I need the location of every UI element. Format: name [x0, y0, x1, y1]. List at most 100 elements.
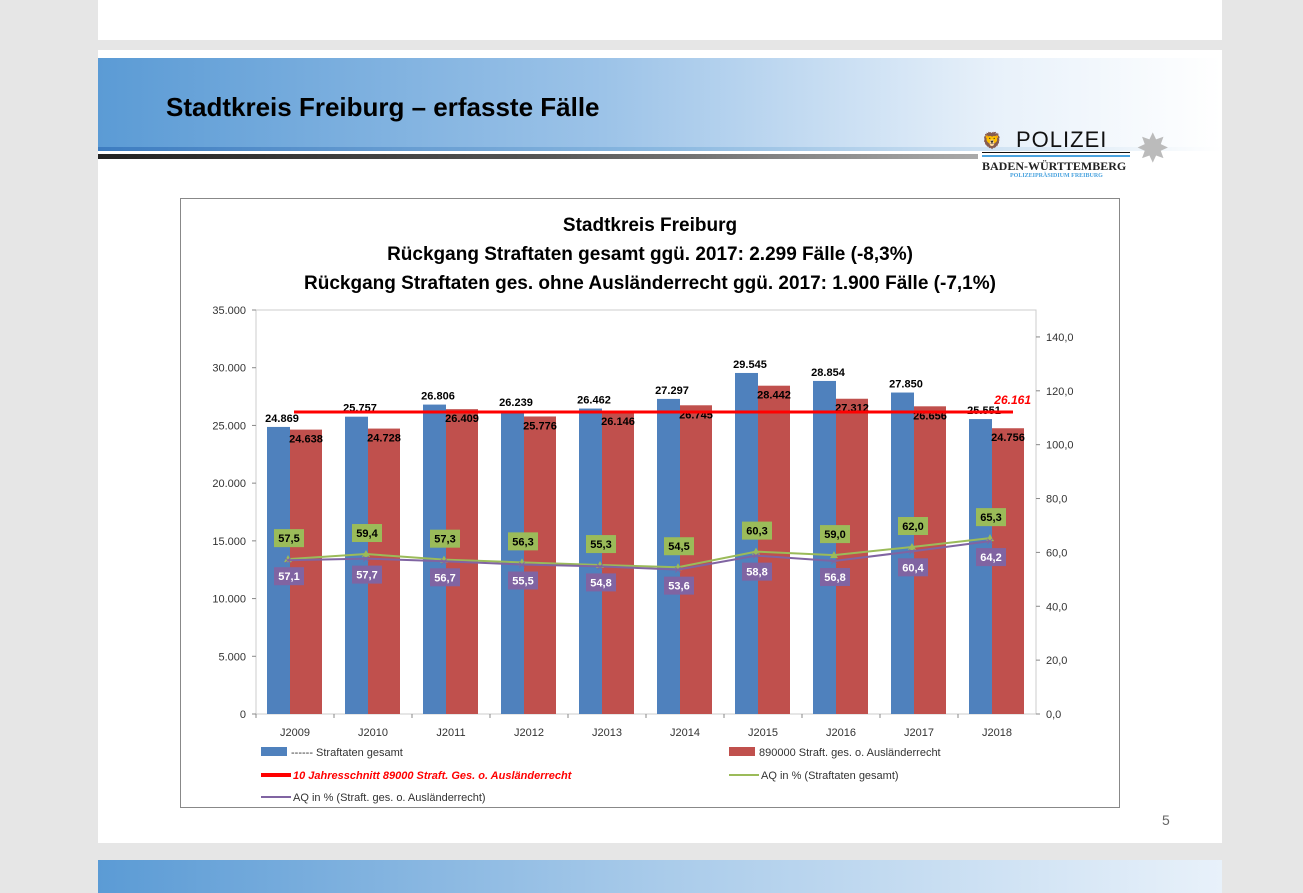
aq-gesamt-label-box [508, 532, 538, 551]
right-tick-label: 80,0 [1046, 494, 1067, 506]
bar-label-gesamt: 29.545 [733, 359, 767, 371]
bar-label-gesamt: 24.869 [265, 413, 299, 425]
divider [982, 155, 1130, 157]
aq-ohne-label-box [820, 568, 850, 587]
x-tick-label: J2017 [904, 727, 934, 739]
bar-label-gesamt: 26.462 [577, 395, 611, 407]
aq-ohne-label-box [742, 562, 772, 581]
aq-ohne-label: 56,7 [434, 572, 455, 584]
aq-ohne-marker: ✕ [596, 562, 604, 573]
left-tick-label: 15.000 [212, 536, 246, 548]
aq-gesamt-label: 57,5 [278, 533, 299, 545]
legend-swatch [729, 747, 755, 756]
aq-gesamt-label-box [664, 537, 694, 556]
bar-straftaten-gesamt [345, 416, 368, 714]
legend-label: AQ in % (Straft. ges. o. Ausländerrecht) [293, 792, 486, 804]
logo-unit: POLIZEIPRÄSIDIUM FREIBURG [1010, 173, 1103, 179]
right-tick-label: 120,0 [1046, 386, 1074, 398]
aq-ohne-label: 53,6 [668, 581, 689, 593]
aq-ohne-marker: ✕ [752, 552, 760, 563]
police-star-icon: ✸ [1136, 127, 1170, 171]
legend-label: 10 Jahresschnitt 89000 Straft. Ges. o. A… [293, 770, 573, 782]
left-tick-label: 5.000 [218, 651, 246, 663]
aq-ohne-line [287, 540, 991, 571]
bar-label-ohne: 24.728 [367, 433, 401, 445]
bar-ohne-auslaenderrecht [602, 412, 634, 714]
ten-year-average-label: 26.161 [993, 393, 1031, 407]
x-tick-label: J2014 [670, 727, 700, 739]
aq-ohne-marker: ✕ [284, 556, 292, 567]
bar-label-ohne: 26.409 [445, 413, 479, 425]
next-slide [98, 860, 1222, 893]
aq-ohne-label-box [352, 565, 382, 584]
bar-label-gesamt: 26.806 [421, 391, 455, 403]
right-tick-label: 0,0 [1046, 709, 1061, 721]
x-tick-label: J2015 [748, 727, 778, 739]
aq-ohne-label: 64,2 [980, 552, 1001, 564]
aq-gesamt-label-box [274, 529, 304, 548]
aq-gesamt-label-box [820, 525, 850, 544]
left-tick-label: 10.000 [212, 594, 246, 606]
aq-gesamt-label-box [742, 521, 772, 540]
x-tick-label: J2016 [826, 727, 856, 739]
aq-gesamt-label: 54,5 [668, 541, 689, 553]
aq-ohne-marker: ✕ [908, 547, 916, 558]
aq-ohne-marker: ✕ [986, 537, 994, 548]
aq-ohne-label: 56,8 [824, 572, 845, 584]
aq-ohne-marker: ✕ [518, 561, 526, 572]
legend-swatch [261, 747, 287, 756]
bar-label-ohne: 24.756 [991, 432, 1025, 444]
aq-gesamt-label: 59,0 [824, 529, 845, 541]
bar-ohne-auslaenderrecht [680, 405, 712, 714]
aq-gesamt-label-box [976, 508, 1006, 527]
aq-gesamt-marker [908, 543, 916, 551]
bar-label-ohne: 25.776 [523, 420, 557, 432]
aq-ohne-label: 58,8 [746, 567, 767, 579]
aq-ohne-label-box [430, 568, 460, 587]
chart-title-line: Stadtkreis Freiburg [563, 215, 737, 236]
aq-gesamt-label: 55,3 [590, 539, 611, 551]
aq-gesamt-marker [986, 534, 994, 542]
aq-ohne-label: 55,5 [512, 576, 533, 588]
x-tick-label: J2013 [592, 727, 622, 739]
aq-ohne-label: 54,8 [590, 577, 611, 589]
aq-gesamt-label: 56,3 [512, 536, 533, 548]
bar-straftaten-gesamt [579, 408, 602, 714]
divider [98, 154, 978, 159]
legend-label: AQ in % (Straftaten gesamt) [761, 770, 899, 782]
bar-label-ohne: 26.146 [601, 416, 635, 428]
aq-ohne-label-box [586, 573, 616, 592]
bar-ohne-auslaenderrecht [758, 385, 790, 714]
aq-ohne-label-box [508, 571, 538, 590]
bar-label-gesamt: 26.239 [499, 397, 533, 409]
right-tick-label: 100,0 [1046, 440, 1074, 452]
aq-gesamt-marker [830, 551, 838, 559]
legend-label: ------ Straftaten gesamt [291, 747, 403, 759]
chart-title-line: Rückgang Straftaten gesamt ggü. 2017: 2.… [387, 244, 913, 265]
slide-title: Stadtkreis Freiburg – erfasste Fälle [166, 92, 600, 122]
bar-straftaten-gesamt [813, 380, 836, 714]
right-tick-label: 20,0 [1046, 655, 1067, 667]
aq-gesamt-label-box [430, 529, 460, 548]
page-number: 5 [1162, 812, 1170, 828]
aq-ohne-marker: ✕ [362, 555, 370, 566]
aq-ohne-label-box [664, 576, 694, 595]
chart: Stadtkreis Freiburg Rückgang Straftaten g… [180, 198, 1120, 808]
bar-ohne-auslaenderrecht [836, 398, 868, 714]
aq-ohne-marker: ✕ [440, 557, 448, 568]
bar-straftaten-gesamt [657, 398, 680, 714]
aq-gesamt-marker [362, 550, 370, 558]
aq-gesamt-line [287, 537, 991, 569]
left-tick-label: 30.000 [212, 363, 246, 375]
aq-gesamt-label: 59,4 [356, 528, 378, 540]
bar-label-gesamt: 28.854 [811, 367, 846, 379]
bar-straftaten-gesamt [969, 419, 992, 714]
legend-label: 890000 Straft. ges. o. Ausländerrecht [759, 747, 941, 759]
aq-ohne-marker: ✕ [830, 557, 838, 568]
aq-ohne-label: 57,7 [356, 570, 377, 582]
x-tick-label: J2018 [982, 727, 1012, 739]
left-tick-label: 35.000 [212, 305, 246, 317]
aq-ohne-label-box [976, 548, 1006, 567]
aq-gesamt-label: 65,3 [980, 512, 1001, 524]
bar-label-ohne: 28.442 [757, 390, 791, 402]
